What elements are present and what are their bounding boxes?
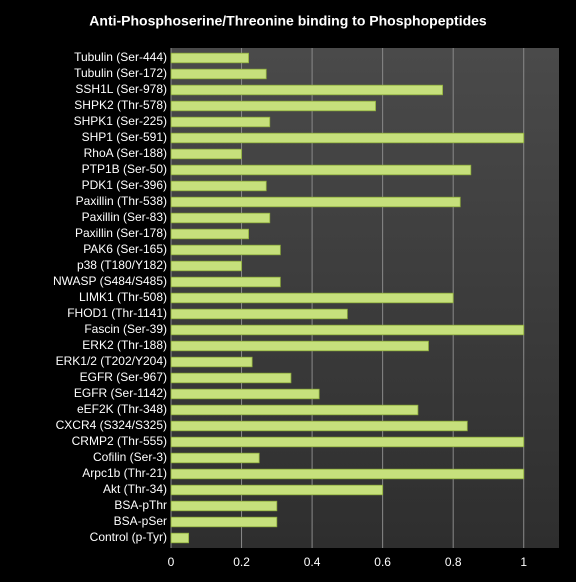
x-tick-label: 0 [168,555,175,569]
bar [170,500,278,512]
bar [170,324,525,336]
bar [170,164,472,176]
y-tick-label: ERK2 (Thr-188) [82,338,167,352]
bar [170,436,525,448]
bar [170,404,419,416]
y-tick-label: Paxillin (Thr-538) [76,194,167,208]
bar [170,484,384,496]
y-tick-label: CXCR4 (S324/S325) [56,418,167,432]
bar [170,212,271,224]
bar [170,196,461,208]
bar [170,532,190,544]
bar [170,148,242,160]
bar [170,516,278,528]
x-tick-label: 0.8 [445,555,462,569]
bar [170,260,242,272]
x-tick-label: 0.6 [374,555,391,569]
bar [170,68,267,80]
y-tick-label: SHP1 (Ser-591) [82,130,167,144]
y-tick-label: BSA-pThr [114,498,167,512]
bar [170,116,271,128]
bar [170,180,267,192]
y-tick-label: Control (p-Tyr) [90,530,167,544]
y-tick-label: Paxillin (Ser-178) [75,226,167,240]
y-tick-label: p38 (T180/Y182) [77,258,167,272]
y-tick-label: PDK1 (Ser-396) [82,178,167,192]
y-tick-label: RhoA (Ser-188) [84,146,167,160]
y-tick-label: SHPK1 (Ser-225) [74,114,167,128]
bar [170,356,253,368]
y-tick-label: SHPK2 (Thr-578) [74,98,167,112]
bar [170,52,249,64]
y-tick-label: LIMK1 (Thr-508) [79,290,167,304]
bar [170,276,281,288]
y-tick-label: Tubulin (Ser-444) [74,50,167,64]
bar [170,132,525,144]
y-tick-label: Akt (Thr-34) [103,482,167,496]
y-tick-label: Arpc1b (Thr-21) [82,466,167,480]
y-tick-label: CRMP2 (Thr-555) [72,434,167,448]
chart-title: Anti-Phosphoserine/Threonine binding to … [89,13,487,29]
y-tick-label: PTP1B (Ser-50) [82,162,167,176]
bar [170,244,281,256]
y-tick-label: EGFR (Ser-967) [80,370,167,384]
x-tick-label: 0.4 [304,555,321,569]
y-tick-label: eEF2K (Thr-348) [77,402,167,416]
bar [170,388,320,400]
bar [170,452,260,464]
y-tick-label: BSA-pSer [114,514,167,528]
bar [170,100,376,112]
x-tick-label: 0.2 [233,555,250,569]
bar [170,340,429,352]
y-tick-label: EGFR (Ser-1142) [74,386,167,400]
y-tick-label: Paxillin (Ser-83) [82,210,167,224]
y-tick-label: SSH1L (Ser-978) [75,82,167,96]
y-tick-label: PAK6 (Ser-165) [83,242,167,256]
bar [170,308,348,320]
y-tick-label: NWASP (S484/S485) [53,274,167,288]
bar [170,372,292,384]
bar [170,468,525,480]
y-tick-label: ERK1/2 (T202/Y204) [56,354,167,368]
y-tick-label: FHOD1 (Thr-1141) [67,306,167,320]
bar [170,420,468,432]
x-tick-label: 1 [520,555,527,569]
bar [170,292,454,304]
bar [170,228,249,240]
y-tick-label: Cofilin (Ser-3) [93,450,167,464]
y-tick-label: Fascin (Ser-39) [84,322,167,336]
bar [170,84,444,96]
y-tick-label: Tubulin (Ser-172) [74,66,167,80]
